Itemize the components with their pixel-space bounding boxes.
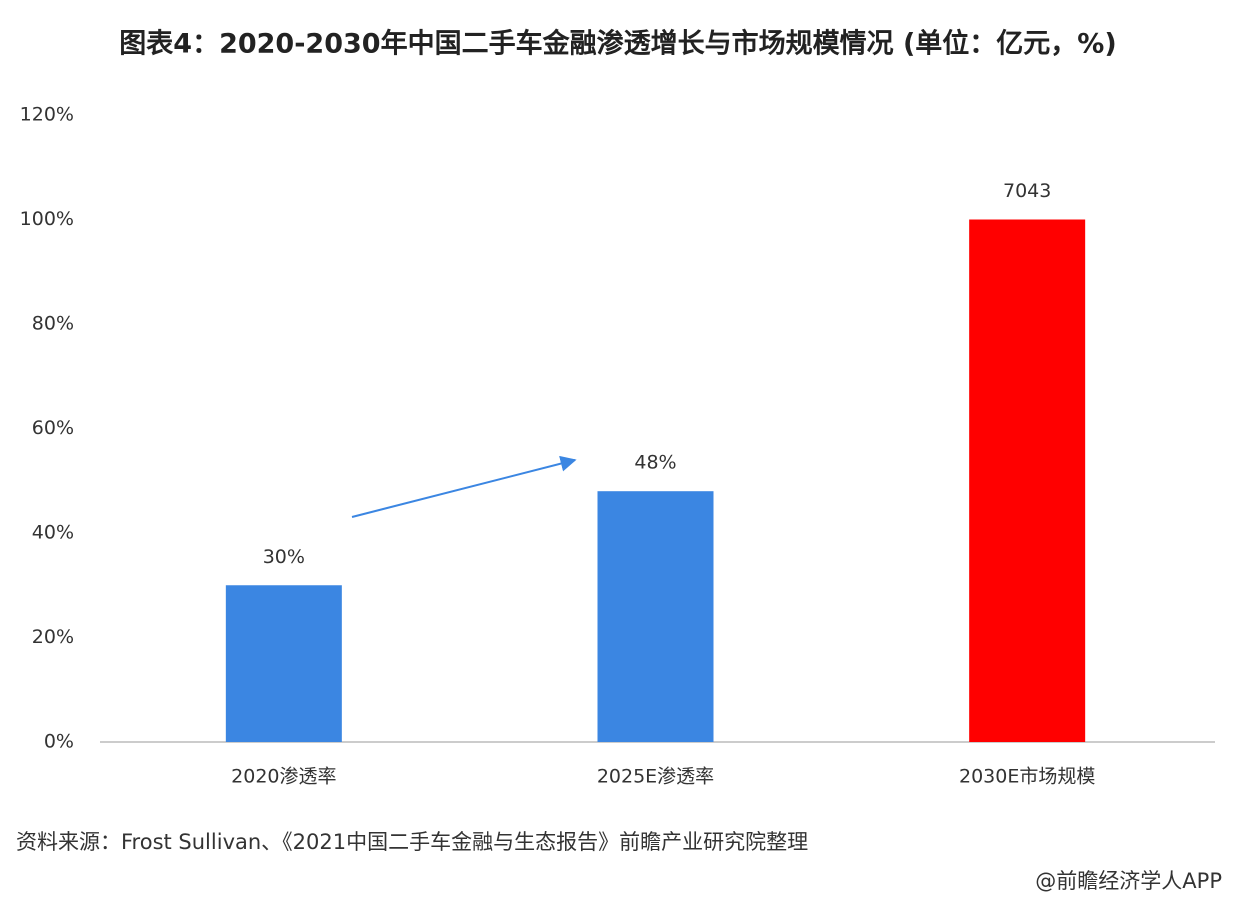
- bar: [969, 219, 1086, 742]
- chart-title: 图表4：2020-2030年中国二手车金融渗透增长与市场规模情况 (单位：亿元，…: [119, 28, 1116, 60]
- y-tick-label: 120%: [20, 104, 74, 126]
- x-tick-label: 2020渗透率: [231, 766, 336, 788]
- x-tick-label: 2030E市场规模: [959, 766, 1095, 788]
- source: 资料来源：Frost Sullivan、《2021中国二手车金融与生态报告》前瞻…: [16, 830, 808, 854]
- y-tick-label: 100%: [20, 208, 74, 230]
- y-tick-label: 40%: [32, 522, 74, 544]
- value-label: 48%: [634, 452, 676, 474]
- bar: [597, 491, 714, 742]
- x-tick-label: 2025E渗透率: [597, 766, 714, 788]
- y-tick-label: 60%: [32, 417, 74, 439]
- y-tick-label: 80%: [32, 313, 74, 335]
- credit: @前瞻经济学人APP: [1035, 869, 1222, 893]
- trend-arrow: [351, 455, 577, 518]
- bar: [225, 585, 342, 742]
- annotation: 7043: [1003, 180, 1051, 202]
- y-tick-label: 20%: [32, 626, 74, 648]
- y-tick-label: 0%: [44, 731, 74, 753]
- value-label: 30%: [263, 546, 305, 568]
